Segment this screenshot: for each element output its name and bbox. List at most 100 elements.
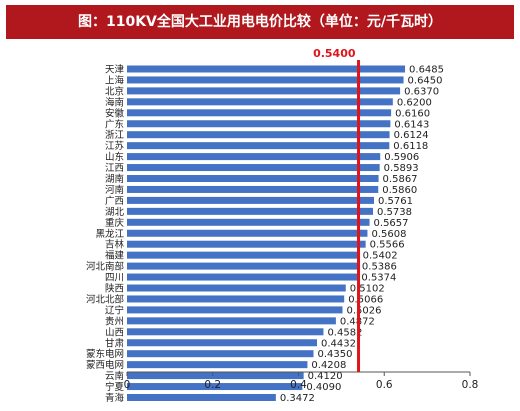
category-label: 四川	[105, 273, 124, 284]
category-label: 甘肃	[105, 337, 124, 349]
bar-15	[127, 218, 370, 226]
value-label: 0.4090	[306, 382, 341, 393]
bar-29	[127, 372, 304, 380]
bar-1	[127, 65, 406, 73]
bar-26	[127, 339, 318, 347]
category-label: 吉林	[105, 239, 125, 251]
bar-30	[127, 383, 303, 391]
value-label: 0.5402	[363, 251, 398, 262]
bar-20	[127, 273, 358, 281]
bar-27	[127, 350, 314, 358]
category-label: 蒙东电网	[86, 348, 124, 360]
value-label: 0.5374	[361, 273, 396, 284]
category-label: 安徽	[105, 107, 125, 119]
value-label: 0.5893	[384, 163, 419, 174]
x-axis: 0 0.2 0.4 0.6 0.8	[124, 371, 479, 391]
category-label: 山东	[105, 151, 124, 163]
reference-line-label: 0.5400	[313, 47, 356, 60]
x-tick-label: 0	[124, 379, 131, 391]
bar-25	[127, 328, 324, 336]
category-label: 陕西	[105, 283, 124, 295]
category-label: 福建	[105, 250, 125, 262]
category-label: 辽宁	[105, 304, 124, 316]
bar-24	[127, 317, 336, 325]
category-label: 天津	[105, 65, 125, 76]
category-label: 贵州	[105, 315, 124, 327]
value-label: 0.5657	[374, 218, 409, 229]
category-label: 浙江	[105, 129, 125, 141]
value-label: 0.5738	[377, 207, 412, 218]
category-label: 江苏	[105, 140, 125, 152]
value-label: 0.6450	[408, 75, 443, 86]
category-label: 黑龙江	[95, 228, 124, 240]
value-label: 0.6485	[409, 65, 444, 76]
value-label: 0.4120	[308, 371, 343, 382]
bar-17	[127, 240, 366, 248]
bar-8	[127, 142, 390, 150]
value-label: 0.4350	[318, 349, 353, 360]
category-label: 海南	[105, 96, 124, 108]
bar-18	[127, 251, 359, 259]
category-label: 广西	[105, 195, 124, 207]
category-label: 湖南	[105, 173, 124, 185]
bar-12	[127, 185, 379, 193]
value-label: 0.5867	[383, 174, 418, 185]
reference-line-group: 0.5400	[313, 47, 361, 372]
bar-14	[127, 207, 374, 215]
bar-11	[127, 175, 379, 182]
bar-4	[127, 98, 393, 106]
chart-title: 图：110KV全国大工业用电电价比较（单位：元/千瓦时）	[77, 14, 443, 30]
bar-28	[127, 361, 308, 369]
category-label: 山西	[105, 327, 124, 338]
value-label: 0.5386	[362, 262, 397, 273]
value-label: 0.5066	[348, 294, 383, 305]
category-label: 重庆	[105, 217, 125, 229]
category-label: 云南	[105, 370, 124, 382]
bar-7	[127, 131, 390, 139]
value-label: 0.5906	[384, 152, 419, 163]
bar-10	[127, 164, 380, 172]
bar-6	[127, 120, 391, 128]
bar-19	[127, 262, 358, 270]
category-label: 北京	[105, 85, 124, 97]
value-label: 0.6160	[395, 108, 430, 119]
labels-layer: 天津 0.6485 上海 0.6450 北京 0.6370 海南 0.6200 安徽 0.6160…	[86, 65, 444, 405]
value-label: 0.6118	[393, 141, 428, 152]
value-label: 0.3472	[280, 393, 315, 404]
x-tick-label: 0.6	[376, 379, 393, 391]
category-label: 江西	[105, 163, 124, 174]
value-label: 0.6124	[394, 130, 429, 141]
bar-22	[127, 295, 345, 303]
bars-layer	[127, 65, 406, 401]
bar-16	[127, 229, 368, 237]
value-label: 0.5860	[382, 185, 417, 196]
value-label: 0.4432	[321, 338, 356, 349]
title-banner: 图：110KV全国大工业用电电价比较（单位：元/千瓦时）	[6, 5, 514, 39]
bar-9	[127, 153, 381, 161]
bar-13	[127, 196, 374, 204]
value-label: 0.5102	[350, 284, 385, 295]
bar-2	[127, 76, 404, 84]
value-label: 0.5026	[346, 305, 381, 316]
value-label: 0.6370	[404, 86, 439, 97]
bar-23	[127, 306, 343, 314]
bar-3	[127, 87, 401, 95]
category-label: 蒙西电网	[86, 359, 124, 371]
bar-21	[127, 284, 346, 292]
category-label: 青海	[105, 392, 125, 404]
category-label: 上海	[105, 74, 125, 86]
x-tick-label: 0.4	[290, 379, 307, 391]
category-label: 河北南部	[86, 261, 124, 273]
value-label: 0.5566	[370, 240, 405, 251]
bar-31	[127, 394, 276, 401]
value-label: 0.5761	[378, 196, 413, 207]
value-label: 0.4208	[311, 360, 346, 371]
x-tick-label: 0.8	[462, 379, 479, 391]
value-label: 0.5608	[371, 229, 406, 240]
category-label: 河北北部	[86, 293, 124, 305]
bar-5	[127, 109, 392, 117]
x-tick-label: 0.2	[204, 379, 221, 391]
value-label: 0.4582	[327, 327, 362, 338]
category-label: 宁夏	[105, 381, 125, 393]
value-label: 0.6143	[394, 119, 429, 130]
